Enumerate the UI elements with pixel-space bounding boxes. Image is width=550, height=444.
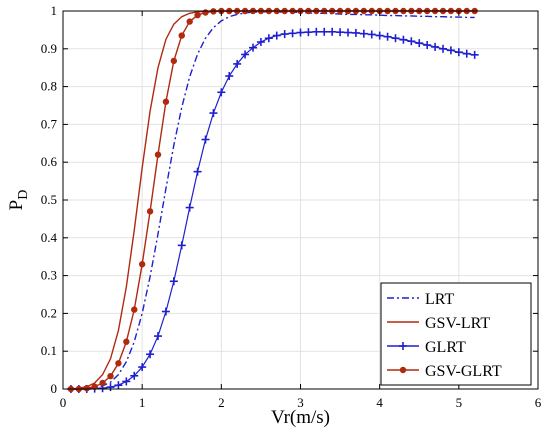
- data-point-glrt: [312, 27, 321, 36]
- data-point-gsv-glrt: [194, 11, 201, 19]
- data-point-glrt: [399, 35, 408, 44]
- data-point-glrt: [383, 32, 392, 41]
- data-point-gsv-glrt: [186, 18, 193, 25]
- data-point-glrt: [225, 72, 234, 81]
- data-point-glrt: [431, 42, 440, 51]
- legend-label: GLRT: [425, 339, 466, 356]
- data-point-glrt: [336, 28, 345, 37]
- data-point-glrt: [359, 29, 368, 38]
- data-point-gsv-glrt: [138, 261, 146, 268]
- data-point-glrt: [462, 49, 471, 58]
- data-point-glrt: [161, 307, 170, 316]
- data-point-glrt: [185, 203, 194, 212]
- data-point-glrt: [130, 371, 139, 380]
- data-point-glrt: [154, 332, 162, 341]
- data-point-glrt: [375, 31, 384, 40]
- x-tick-label: 5: [456, 395, 463, 410]
- data-point-glrt: [114, 381, 123, 390]
- legend: LRT GSV-LRT GLRT GSV-GLRT: [380, 282, 532, 386]
- data-point-gsv-glrt: [99, 379, 106, 387]
- y-axis-label: PD: [6, 190, 31, 211]
- data-point-gsv-glrt: [123, 338, 130, 345]
- data-point-gsv-glrt: [83, 385, 90, 392]
- y-tick-label: 0.2: [41, 305, 57, 320]
- data-point-glrt: [201, 135, 210, 144]
- data-point-glrt: [407, 37, 416, 46]
- data-point-glrt: [454, 48, 463, 57]
- data-point-glrt: [367, 30, 376, 39]
- legend-entry-gsv-lrt: GSV-LRT: [387, 315, 490, 332]
- data-point-glrt: [288, 29, 297, 38]
- data-point-gsv-glrt: [154, 151, 162, 158]
- x-axis-label: Vr(m/s): [271, 407, 330, 428]
- legend-marker: [399, 366, 407, 374]
- data-point-glrt: [233, 59, 242, 68]
- y-axis-label-main: P: [6, 200, 27, 211]
- y-tick-label: 0.8: [41, 79, 57, 94]
- data-point-glrt: [209, 109, 218, 118]
- data-point-glrt: [391, 34, 400, 43]
- legend-entry-lrt: LRT: [387, 291, 454, 308]
- legend-entry-glrt: GLRT: [387, 339, 466, 356]
- data-point-glrt: [272, 31, 281, 40]
- data-point-glrt: [304, 28, 313, 37]
- axis-ticks: 0 1 2 3 4 5 6 0 0.1 0.2 0.3 0.4 0.5 0.6 0.7 0.8 0.9 1: [41, 3, 542, 410]
- legend-marker: [399, 342, 407, 350]
- y-tick-label: 0.5: [41, 192, 57, 207]
- legend-label: LRT: [425, 291, 454, 308]
- data-point-glrt: [249, 43, 257, 52]
- data-point-gsv-glrt: [115, 360, 122, 367]
- x-tick-label: 6: [535, 395, 542, 410]
- data-point-glrt: [241, 50, 250, 59]
- x-tick-label: 4: [376, 395, 383, 410]
- legend-box: [380, 282, 532, 386]
- y-tick-label: 0.3: [41, 268, 57, 283]
- data-point-glrt: [439, 44, 447, 53]
- data-point-glrt: [122, 377, 131, 386]
- data-point-glrt: [106, 383, 115, 392]
- x-tick-label: 0: [60, 395, 67, 410]
- data-point-gsv-glrt: [107, 372, 114, 380]
- data-point-glrt: [264, 34, 273, 43]
- data-point-glrt: [470, 50, 479, 59]
- data-point-gsv-glrt: [91, 383, 98, 390]
- data-point-glrt: [177, 241, 186, 250]
- data-point-glrt: [351, 28, 360, 37]
- data-point-gsv-glrt: [146, 208, 154, 215]
- data-point-glrt: [296, 28, 305, 37]
- x-tick-label: 2: [218, 395, 225, 410]
- data-point-glrt: [423, 41, 432, 50]
- y-tick-label: 0.7: [41, 116, 58, 131]
- data-point-glrt: [138, 363, 147, 372]
- data-point-glrt: [280, 30, 289, 39]
- y-tick-label: 0: [51, 381, 58, 396]
- data-point-gsv-glrt: [131, 306, 138, 313]
- legend-entry-gsv-glrt: GSV-GLRT: [387, 363, 502, 380]
- data-point-glrt: [146, 350, 155, 359]
- legend-label: GSV-GLRT: [425, 363, 502, 380]
- data-point-glrt: [256, 37, 265, 46]
- series-glrt: [66, 27, 479, 393]
- data-point-glrt: [169, 277, 178, 286]
- y-tick-label: 0.9: [41, 41, 57, 56]
- data-point-glrt: [446, 46, 455, 55]
- data-point-glrt: [320, 27, 329, 36]
- y-tick-label: 0.6: [41, 154, 58, 169]
- x-tick-label: 1: [139, 395, 146, 410]
- data-point-gsv-glrt: [178, 32, 185, 39]
- data-point-glrt: [328, 27, 337, 36]
- data-point-glrt: [344, 28, 352, 37]
- x-tick-label: 3: [297, 395, 304, 410]
- data-point-glrt: [217, 88, 226, 97]
- y-tick-label: 1: [51, 3, 58, 18]
- data-point-glrt: [415, 39, 424, 48]
- data-point-gsv-glrt: [162, 98, 170, 105]
- y-tick-label: 0.1: [41, 343, 57, 358]
- y-axis-label-sub: D: [16, 190, 31, 200]
- data-point-gsv-glrt: [170, 57, 178, 65]
- y-tick-label: 0.4: [41, 230, 58, 245]
- data-point-glrt: [193, 167, 202, 176]
- legend-label: GSV-LRT: [425, 315, 490, 332]
